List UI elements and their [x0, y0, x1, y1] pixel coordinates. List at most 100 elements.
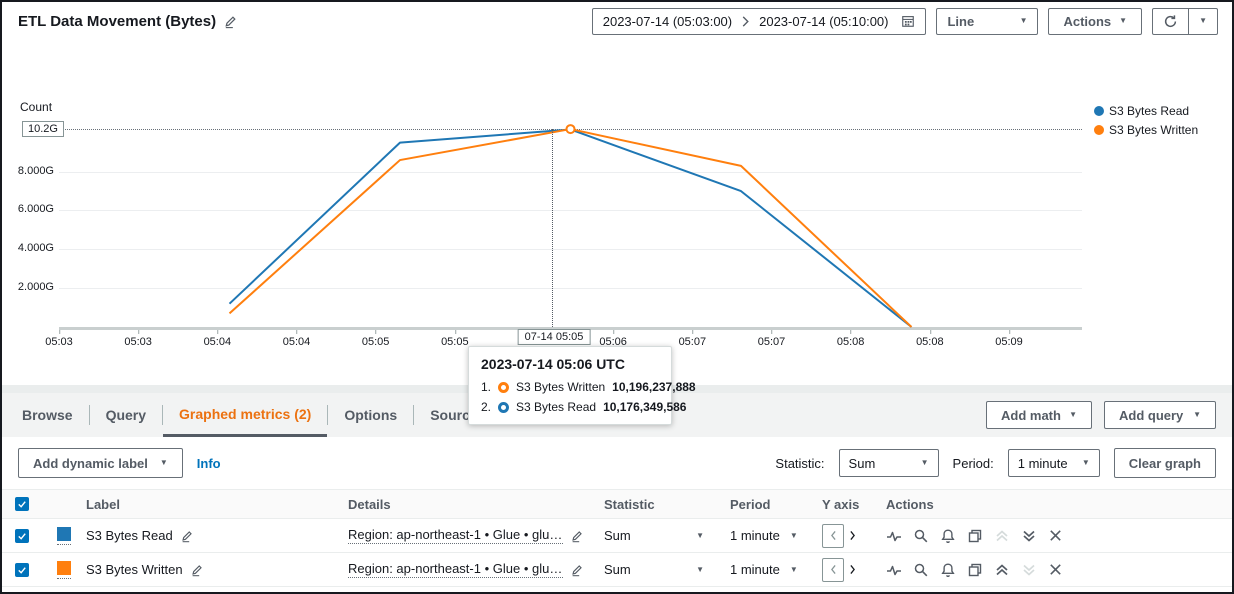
y-axis-tick-label: 2.000G [17, 281, 54, 293]
row-checkbox[interactable] [15, 528, 29, 543]
move-up-icon [994, 528, 1010, 544]
chart-type-select[interactable]: Line ▼ [936, 7, 1039, 35]
alarm-bell-icon[interactable] [940, 528, 956, 544]
yaxis-right-button[interactable] [847, 529, 858, 542]
gridline [59, 288, 1082, 289]
row-period-select[interactable]: 1 minute ▼ [730, 562, 798, 577]
series-color-picker[interactable] [57, 560, 71, 579]
tab-source[interactable]: Source [430, 407, 478, 423]
gridline [59, 172, 1082, 173]
yaxis-left-button[interactable] [822, 523, 844, 548]
caret-down-icon: ▼ [1193, 410, 1201, 419]
add-dynamic-label-button[interactable]: Add dynamic label ▼ [18, 448, 183, 478]
caret-down-icon: ▼ [1119, 16, 1128, 25]
gridline [59, 249, 1082, 250]
col-header-details: Details [348, 496, 391, 512]
legend-label: S3 Bytes Written [1109, 123, 1199, 137]
row-statistic-select[interactable]: Sum ▼ [604, 562, 704, 577]
graph-this-metric-icon[interactable] [886, 528, 902, 544]
clear-graph-button[interactable]: Clear graph [1113, 448, 1216, 478]
duplicate-icon[interactable] [967, 562, 983, 578]
metric-details[interactable]: Region: ap-northeast-1 • Glue • glue.ALL… [348, 561, 563, 578]
row-statistic-select[interactable]: Sum ▼ [604, 528, 704, 543]
tab-query[interactable]: Query [105, 407, 147, 423]
crosshair-line [552, 129, 553, 327]
x-axis-tick-label: 05:05 [361, 330, 390, 348]
x-axis-tick-label: 05:04 [203, 330, 232, 348]
date-range-start: 2023-07-14 (05:03:00) [602, 13, 733, 29]
y-axis-tick-label: 6.000G [17, 203, 54, 215]
metric-details[interactable]: Region: ap-northeast-1 • Glue • glue.ALL… [348, 527, 563, 544]
legend-item[interactable]: S3 Bytes Read [1094, 104, 1198, 118]
actions-button[interactable]: Actions ▼ [1048, 7, 1143, 35]
tooltip-title: 2023-07-14 05:06 UTC [481, 356, 625, 372]
tooltip-row: 2. S3 Bytes Read 10,176,349,586 [481, 400, 686, 414]
caret-down-icon: ▼ [696, 530, 704, 540]
edit-title-icon[interactable] [223, 14, 238, 29]
tooltip-series-name: S3 Bytes Read [516, 400, 597, 414]
edit-label-icon[interactable] [180, 529, 194, 543]
search-icon[interactable] [913, 562, 929, 578]
tab-divider [162, 405, 164, 425]
top-controls: 2023-07-14 (05:03:00) 2023-07-14 (05:10:… [591, 7, 1218, 35]
move-up-icon[interactable] [994, 562, 1010, 578]
yaxis-right-button[interactable] [847, 563, 858, 576]
tooltip-rank: 1. [481, 380, 492, 394]
period-select[interactable]: 1 minute ▼ [1007, 449, 1100, 477]
alarm-bell-icon[interactable] [940, 562, 956, 578]
tab-graphed-metrics[interactable]: Graphed metrics (2) [163, 393, 328, 437]
statistic-select[interactable]: Sum ▼ [838, 449, 939, 477]
caret-down-icon: ▼ [1081, 458, 1090, 467]
remove-icon[interactable] [1048, 528, 1063, 543]
add-math-button[interactable]: Add math ▼ [986, 401, 1092, 429]
tab-options[interactable]: Options [344, 407, 398, 423]
tab-divider [413, 405, 415, 425]
col-header-label: Label [86, 496, 120, 512]
refresh-button[interactable] [1153, 9, 1188, 34]
move-down-icon[interactable] [1021, 528, 1037, 544]
row-checkbox[interactable] [15, 562, 29, 577]
legend-item[interactable]: S3 Bytes Written [1094, 123, 1198, 137]
y-axis-title: Count [20, 100, 53, 114]
caret-down-icon: ▼ [159, 458, 168, 467]
graph-this-metric-icon[interactable] [886, 562, 902, 578]
series-line [228, 128, 913, 328]
tooltip-row: 1. S3 Bytes Written 10,196,237,888 [481, 380, 696, 394]
edit-details-icon[interactable] [570, 529, 584, 543]
duplicate-icon[interactable] [967, 528, 983, 544]
refresh-icon [1163, 14, 1178, 29]
select-all-checkbox[interactable] [15, 497, 29, 511]
date-range-picker[interactable]: 2023-07-14 (05:03:00) 2023-07-14 (05:10:… [591, 7, 927, 35]
info-link[interactable]: Info [196, 455, 221, 471]
refresh-split-button: ▼ [1152, 7, 1218, 35]
page-title-text: ETL Data Movement (Bytes) [18, 12, 217, 30]
refresh-options-button[interactable]: ▼ [1188, 8, 1217, 34]
search-icon[interactable] [913, 528, 929, 544]
edit-details-icon[interactable] [570, 563, 584, 577]
col-header-statistic: Statistic [604, 496, 655, 512]
chart-legend: S3 Bytes Read S3 Bytes Written [1094, 104, 1198, 137]
series-color-swatch [57, 560, 71, 575]
add-query-button[interactable]: Add query ▼ [1104, 401, 1216, 429]
x-axis-tick-label: 05:08 [916, 330, 944, 348]
metric-label: S3 Bytes Read [86, 528, 173, 543]
remove-icon[interactable] [1048, 562, 1063, 577]
table-header: Label Details Statistic Period Y axis Ac… [2, 489, 1232, 519]
table-row: S3 Bytes Written Region: ap-northeast-1 … [2, 553, 1232, 587]
tooltip-series-name: S3 Bytes Written [516, 380, 606, 394]
caret-down-icon: ▼ [1199, 16, 1207, 25]
edit-label-icon[interactable] [190, 563, 204, 577]
series-color-picker[interactable] [57, 526, 71, 545]
row-period-select[interactable]: 1 minute ▼ [730, 528, 798, 543]
col-header-yaxis: Y axis [822, 496, 860, 512]
legend-label: S3 Bytes Read [1109, 104, 1190, 118]
tooltip-value: 10,196,237,888 [612, 380, 696, 394]
period-label: Period: [952, 455, 994, 471]
max-annotation-label: 10.2G [22, 121, 64, 137]
tab-browse[interactable]: Browse [22, 407, 73, 423]
x-axis-tick-label: 05:08 [836, 330, 865, 348]
actions-button-label: Actions [1063, 13, 1112, 29]
x-axis-line [59, 327, 1082, 330]
yaxis-left-button[interactable] [822, 557, 844, 582]
